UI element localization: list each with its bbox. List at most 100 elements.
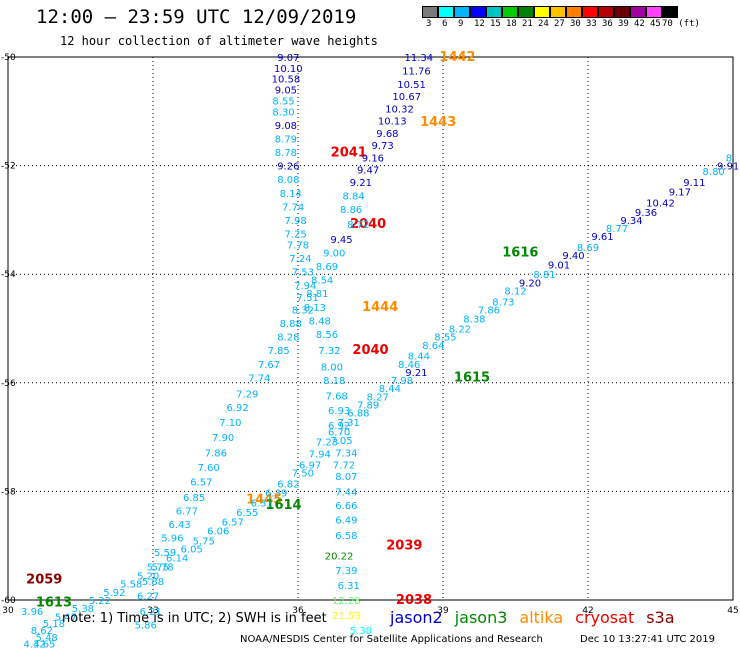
wave-height-label: 8.32 <box>292 305 314 316</box>
wave-height-label: 6.92 <box>328 421 350 432</box>
orbit-id-label: 1442 <box>439 50 475 65</box>
scale-label: 15 <box>490 19 501 29</box>
scale-label: 33 <box>586 19 597 29</box>
scale-swatch <box>582 6 598 18</box>
wave-height-label: 9.45 <box>330 235 352 246</box>
wave-height-label: 10.67 <box>392 92 421 103</box>
wave-height-label: 9.47 <box>357 165 379 176</box>
wave-height-label: 6.57 <box>222 517 244 528</box>
wave-height-label: 7.68 <box>326 391 348 402</box>
wave-height-label: 9.91 <box>717 162 739 173</box>
wave-height-label: 4.32 <box>23 639 45 650</box>
y-tick-label: -54 <box>1 270 16 280</box>
wave-height-label: 9.11 <box>683 178 705 189</box>
wave-height-label: 5.75 <box>193 536 215 547</box>
wave-height-label: 6.58 <box>335 531 357 542</box>
wave-height-label: 7.53 <box>292 267 314 278</box>
wave-height-label: 10.13 <box>378 117 407 128</box>
scale-swatch <box>502 6 518 18</box>
x-tick-label: 36 <box>292 606 304 616</box>
wave-height-label: 8.84 <box>342 191 364 202</box>
y-tick-label: -52 <box>1 162 16 172</box>
wave-height-label: 5.75 <box>147 562 169 573</box>
orbit-id-label: 2059 <box>26 572 62 587</box>
wave-height-label: 5.96 <box>161 534 183 545</box>
scale-label: 12 <box>474 19 485 29</box>
y-tick-label: -60 <box>1 596 16 606</box>
wave-height-label: 5.78 <box>152 562 174 573</box>
wave-height-label: 8.22 <box>449 325 471 336</box>
footnote: note: 1) Time is in UTC; 2) SWH is in fe… <box>62 611 327 626</box>
wave-height-label: 8.64 <box>422 341 444 352</box>
wave-height-label: 8.38 <box>463 315 485 326</box>
scale-label: 45 <box>650 19 661 29</box>
wave-height-label: 7.85 <box>268 346 290 357</box>
orbit-id-label: 2040 <box>352 343 388 358</box>
wave-height-label: 7.60 <box>197 463 219 474</box>
wave-height-label: 8.55 <box>272 96 294 107</box>
scale-label: 36 <box>602 19 613 29</box>
wave-height-label: 7.29 <box>236 390 258 401</box>
scale-swatch <box>454 6 470 18</box>
wave-height-label: 5.58 <box>120 580 142 591</box>
wave-height-label: 7.90 <box>212 433 234 444</box>
wave-height-label: 7.74 <box>248 373 270 384</box>
page-title: 12:00 – 23:59 UTC 12/09/2019 <box>36 6 357 28</box>
wave-height-label: 8.88 <box>280 319 302 330</box>
scale-label: 9 <box>458 19 464 29</box>
wave-height-label: 7.23 <box>316 437 338 448</box>
wave-height-label: 5.88 <box>142 577 164 588</box>
scale-swatch <box>550 6 566 18</box>
wave-height-label: 7.98 <box>391 376 413 387</box>
y-tick-label: -50 <box>1 53 16 63</box>
wave-height-label: 5.59 <box>154 548 176 559</box>
x-tick-label: 30 <box>2 606 14 616</box>
wave-height-label: 7.78 <box>287 240 309 251</box>
wave-height-label: 8.46 <box>398 360 420 371</box>
orbit-id-label: 1616 <box>502 245 538 260</box>
legend-jason3: jason3 <box>454 608 508 627</box>
wave-height-label: 9.26 <box>277 162 299 173</box>
x-tick-label: 39 <box>437 606 449 616</box>
scale-label: 39 <box>618 19 629 29</box>
scale-label: 30 <box>570 19 581 29</box>
wave-height-label: 7.67 <box>258 360 280 371</box>
y-tick-label: -56 <box>1 379 16 389</box>
wave-height-color-scale: 3 6 9 12 15 18 21 24 27 30 33 36 39 42 45 70 (ft) <box>422 6 700 30</box>
legend-altika: altika <box>519 608 564 627</box>
wave-height-label: 7.44 <box>335 487 357 498</box>
wave-height-label: 8.13 <box>304 303 326 314</box>
wave-height-label: 8.77 <box>606 224 628 235</box>
wave-height-label: 8.56 <box>316 330 338 341</box>
scale-label: 27 <box>554 19 565 29</box>
wave-height-label: 8.44 <box>379 384 401 395</box>
wave-height-label: 9.40 <box>562 251 584 262</box>
wave-height-label: 10.32 <box>385 105 414 116</box>
wave-height-label: 8.62 <box>31 626 53 637</box>
x-tick-label: 42 <box>582 606 593 616</box>
wave-height-label: 8.81 <box>306 289 328 300</box>
wave-height-label: 8.54 <box>311 276 333 287</box>
orbit-id-label: 1445 <box>246 493 282 508</box>
wave-height-label: 8. <box>726 153 736 164</box>
scale-swatch <box>438 6 454 18</box>
wave-height-label: 9.07 <box>277 53 299 64</box>
wave-height-label: 5.47 <box>55 612 77 623</box>
wave-height-label: 10.58 <box>272 75 301 86</box>
wave-height-label: 9.05 <box>275 86 297 97</box>
wave-height-label: 9.21 <box>350 178 372 189</box>
wave-height-label: 6.66 <box>335 501 357 512</box>
wave-height-label: 4.65 <box>33 639 55 650</box>
wave-height-label: 6.88 <box>347 409 369 420</box>
wave-height-label: 6.31 <box>251 498 273 509</box>
wave-height-label: 7.51 <box>297 293 319 304</box>
wave-height-label: 7.50 <box>292 468 314 479</box>
wave-height-label: 6.97 <box>299 460 321 471</box>
wave-height-label: 6.31 <box>338 581 360 592</box>
wave-height-label: 12.28 <box>332 596 361 607</box>
page-subtitle: 12 hour collection of altimeter wave hei… <box>60 34 378 48</box>
wave-height-label: 21.53 <box>332 611 361 622</box>
orbit-id-label: 1614 <box>265 498 301 513</box>
